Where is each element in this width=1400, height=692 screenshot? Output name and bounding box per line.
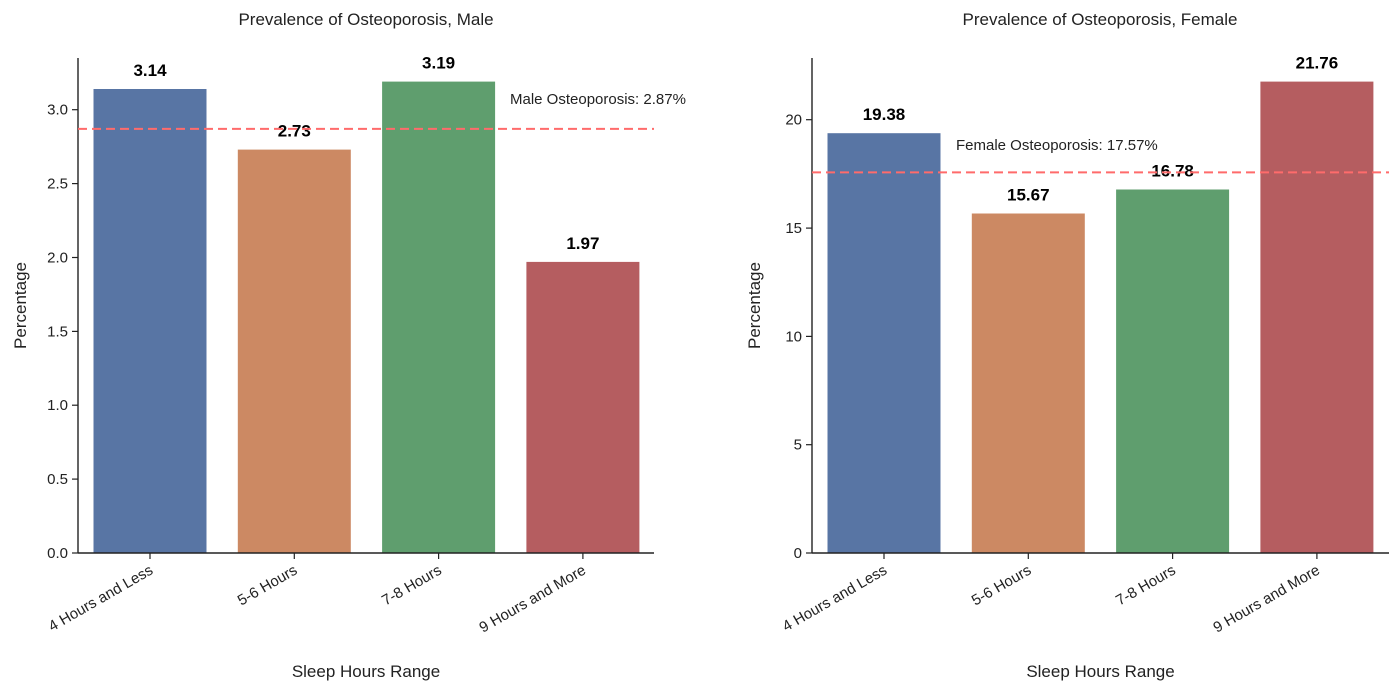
y-tick-label: 0.0 — [47, 545, 68, 562]
bar — [827, 133, 941, 553]
y-tick-label: 5 — [794, 437, 802, 454]
bar — [971, 213, 1085, 553]
y-tick-label: 15 — [785, 220, 802, 237]
x-tick-label: 7-8 Hours — [379, 562, 445, 610]
bar-value-label: 1.97 — [566, 234, 599, 253]
x-tick-label: 4 Hours and Less — [46, 562, 156, 636]
x-tick-label: 9 Hours and More — [476, 562, 588, 637]
y-tick-label: 20 — [785, 112, 802, 129]
chart-female: Prevalence of Osteoporosis, Female 19.38 4… — [745, 10, 1389, 681]
x-axis-label: Sleep Hours Range — [292, 662, 440, 681]
y-tick-label: 1.0 — [47, 397, 68, 414]
bar-value-label: 3.19 — [422, 54, 455, 73]
y-tick-label: 10 — [785, 328, 802, 345]
bar — [1260, 81, 1374, 553]
y-tick-label: 0 — [794, 545, 802, 562]
x-tick-label: 7-8 Hours — [1113, 562, 1179, 610]
bar — [382, 81, 496, 553]
reference-line-label: Female Osteoporosis: 17.57% — [956, 137, 1158, 154]
y-tick-label: 0.5 — [47, 471, 68, 488]
chart-title: Prevalence of Osteoporosis, Male — [238, 10, 493, 29]
y-tick-label: 2.5 — [47, 176, 68, 193]
bar-value-label: 21.76 — [1296, 54, 1339, 73]
bar-value-label: 3.14 — [133, 61, 167, 80]
chart-title: Prevalence of Osteoporosis, Female — [963, 10, 1238, 29]
bar — [93, 89, 207, 553]
bar — [1116, 189, 1230, 553]
y-axis-label: Percentage — [11, 262, 30, 349]
bar-value-label: 19.38 — [863, 105, 906, 124]
x-tick-label: 5-6 Hours — [969, 562, 1035, 610]
x-tick-label: 4 Hours and Less — [780, 562, 890, 636]
chart-male: Prevalence of Osteoporosis, Male 3.14 4 Ho… — [11, 10, 686, 681]
reference-line-label: Male Osteoporosis: 2.87% — [510, 91, 686, 108]
bar-value-label: 2.73 — [278, 122, 311, 141]
bar — [237, 149, 351, 553]
bar-value-label: 16.78 — [1151, 162, 1194, 181]
y-tick-label: 2.0 — [47, 250, 68, 267]
y-axis-label: Percentage — [745, 262, 764, 349]
x-tick-label: 5-6 Hours — [235, 562, 301, 610]
bar — [526, 261, 640, 553]
x-tick-label: 9 Hours and More — [1210, 562, 1322, 637]
y-tick-label: 3.0 — [47, 102, 68, 119]
x-axis-label: Sleep Hours Range — [1026, 662, 1174, 681]
bar-value-label: 15.67 — [1007, 186, 1050, 205]
y-tick-label: 1.5 — [47, 323, 68, 340]
